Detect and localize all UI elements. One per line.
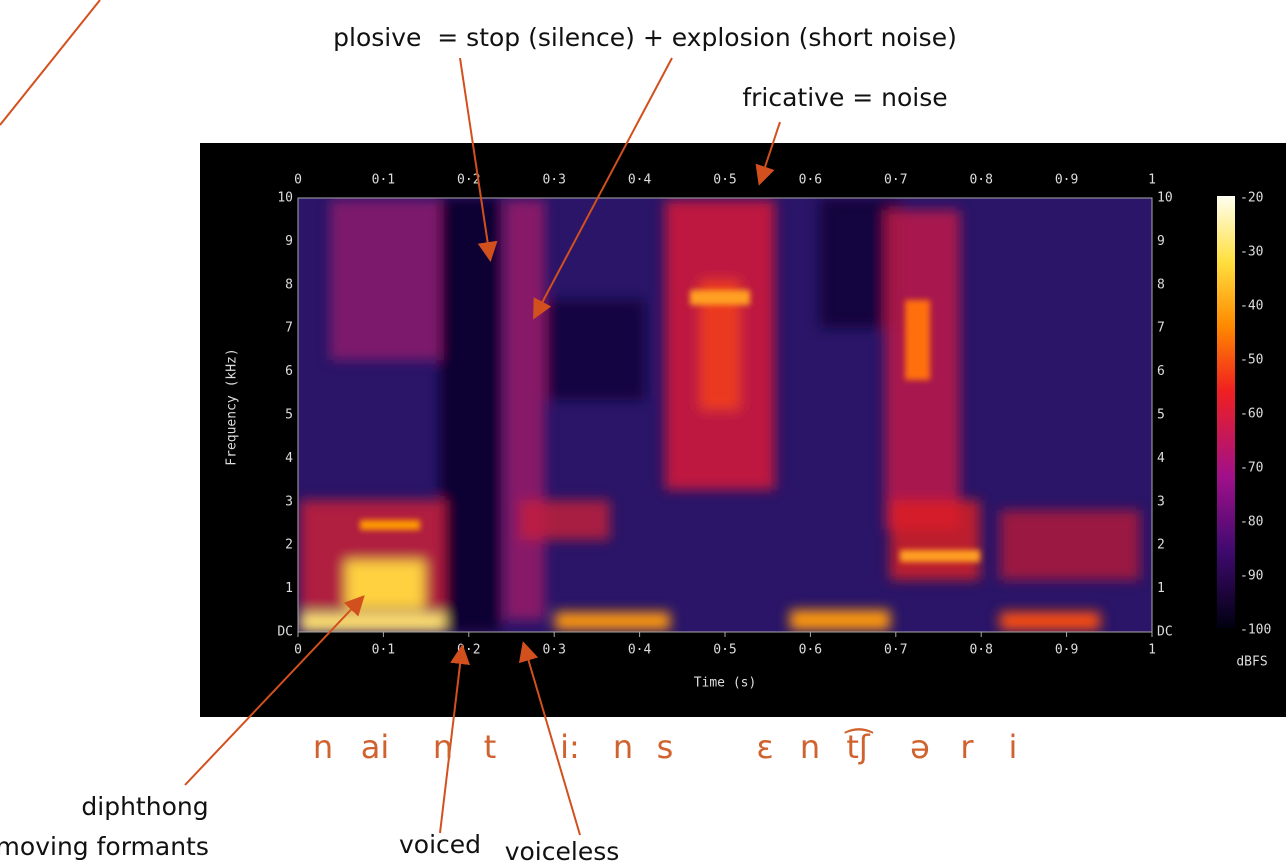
x-tick-label-bottom: 1: [1148, 643, 1156, 658]
y-tick-label-right: 6: [1157, 364, 1165, 379]
phoneme: n: [800, 728, 820, 766]
x-tick-label-top: 0·2: [457, 173, 480, 188]
x-tick-label-top: 0·5: [713, 173, 736, 188]
colorbar-tick-label: -20: [1240, 191, 1263, 206]
y-tick-label-left: 7: [285, 321, 293, 336]
diphthong-note: diphthong: [81, 792, 208, 821]
phoneme: ɛ: [756, 728, 773, 766]
y-tick-label-right: 8: [1157, 277, 1165, 292]
x-tick-label-bottom: 0·7: [884, 643, 907, 658]
y-tick-label-right: 3: [1157, 494, 1165, 509]
voiced-note: voiced: [399, 830, 481, 859]
x-tick-label-bottom: 0·9: [1055, 643, 1078, 658]
x-tick-label-bottom: 0·8: [969, 643, 992, 658]
phoneme: t͡ʃ: [844, 728, 874, 766]
y-tick-label-left: 1: [285, 581, 293, 596]
x-tick-label-bottom: 0: [294, 643, 302, 658]
x-tick-label-top: 0·9: [1055, 173, 1078, 188]
y-tick-label-right: 10: [1157, 191, 1173, 206]
phoneme: n: [313, 728, 333, 766]
x-tick-label-top: 0·1: [372, 173, 395, 188]
x-tick-label-top: 1: [1148, 173, 1156, 188]
phoneme: i:: [560, 728, 580, 766]
phoneme: s: [657, 728, 674, 766]
y-tick-label-left: 8: [285, 277, 293, 292]
y-tick-label-left: DC: [277, 625, 293, 640]
colorbar-label: dBFS: [1236, 655, 1267, 670]
x-tick-label-top: 0·7: [884, 173, 907, 188]
colorbar-tick-label: -40: [1240, 299, 1263, 314]
colorbar-tick-label: -70: [1240, 461, 1263, 476]
x-tick-label-top: 0·8: [969, 173, 992, 188]
phoneme: r: [960, 728, 974, 766]
x-label: Time (s): [694, 676, 757, 691]
x-tick-label-top: 0: [294, 173, 302, 188]
arrows: [0, 0, 781, 836]
y-tick-label-right: 1: [1157, 581, 1165, 596]
colorbar-tick-label: -100: [1240, 623, 1271, 638]
colorbar-tick-label: -30: [1240, 245, 1263, 260]
y-tick-label-left: 4: [285, 451, 293, 466]
y-label: Frequency (kHz): [225, 348, 240, 465]
phoneme: n: [613, 728, 633, 766]
y-tick-label-left: 9: [285, 234, 293, 249]
y-tick-label-right: 5: [1157, 408, 1165, 423]
y-tick-label-left: 3: [285, 494, 293, 509]
x-tick-label-top: 0·3: [542, 173, 565, 188]
x-tick-label-bottom: 0·3: [542, 643, 565, 658]
x-tick-label-top: 0·4: [628, 173, 652, 188]
y-tick-label-right: DC: [1157, 625, 1173, 640]
fricative-note: fricative = noise: [742, 83, 947, 112]
colorbar-tick-label: -50: [1240, 353, 1263, 368]
x-tick-label-top: 0·6: [799, 173, 822, 188]
x-tick-label-bottom: 0·5: [713, 643, 736, 658]
y-tick-label-right: 7: [1157, 321, 1165, 336]
phoneme: t: [484, 728, 497, 766]
x-tick-label-bottom: 0·1: [372, 643, 395, 658]
y-tick-label-right: 2: [1157, 538, 1165, 553]
phoneme: ai: [361, 728, 390, 766]
colorbar-tick-label: -80: [1240, 515, 1263, 530]
phoneme: i: [1009, 728, 1018, 766]
voiceless-note: voiceless: [505, 837, 620, 865]
colorbar-tick-label: -90: [1240, 569, 1263, 584]
plosive-note: plosive = stop (silence) + explosion (sh…: [333, 23, 957, 52]
y-tick-label-left: 10: [277, 191, 293, 206]
x-tick-label-bottom: 0·6: [799, 643, 822, 658]
colorbar: [1217, 196, 1235, 628]
y-tick-label-left: 6: [285, 364, 293, 379]
phoneme: ə: [910, 728, 930, 766]
y-tick-label-right: 9: [1157, 234, 1165, 249]
spectrogram-image: [298, 198, 1152, 632]
y-tick-label-left: 2: [285, 538, 293, 553]
y-tick-label-left: 5: [285, 408, 293, 423]
diphthong-subnote: – moving formants: [0, 832, 209, 861]
x-tick-label-bottom: 0·4: [628, 643, 652, 658]
y-tick-label-right: 4: [1157, 451, 1165, 466]
phoneme: n: [433, 728, 453, 766]
colorbar-tick-label: -60: [1240, 407, 1263, 422]
